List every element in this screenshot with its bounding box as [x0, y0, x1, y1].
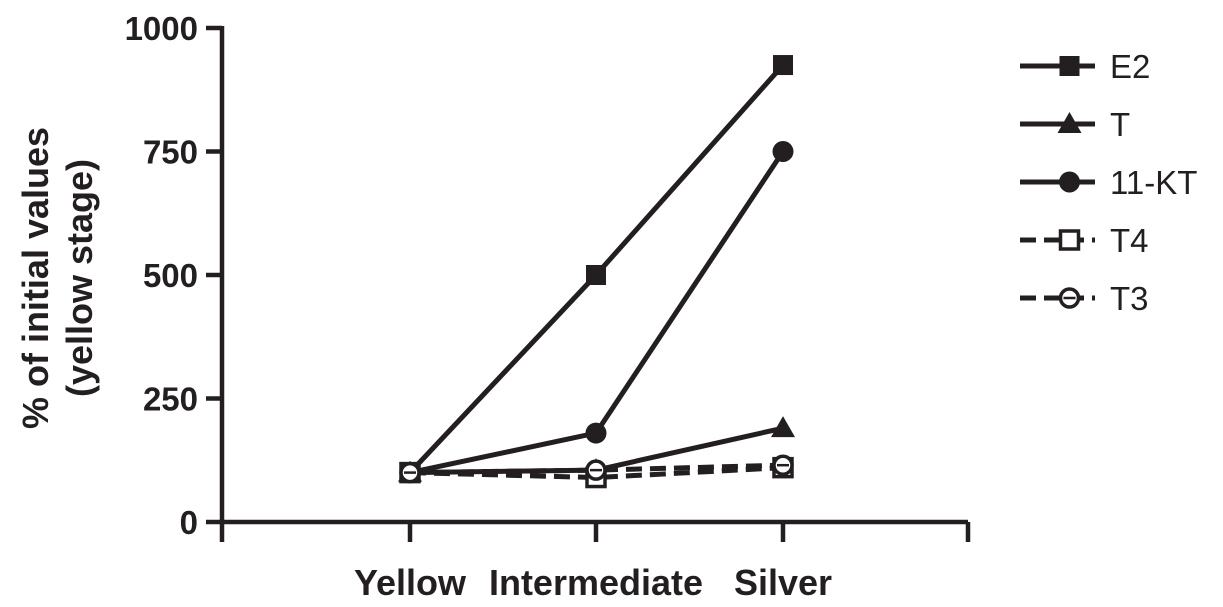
- legend-marker: [1059, 171, 1080, 193]
- legend-item-t4: T4: [1020, 222, 1149, 259]
- y-axis-title: % of initial values(yellow stage): [15, 127, 100, 429]
- legend-item-e2: E2: [1020, 48, 1150, 85]
- series-layer: [398, 55, 795, 489]
- series-markers-11-kt: [399, 141, 794, 484]
- legend: E2 T 11-KT T4 T3: [1020, 48, 1197, 317]
- legend-label: 11-KT: [1110, 164, 1197, 201]
- x-tick-label: Intermediate: [489, 562, 703, 603]
- legend-marker: [1057, 112, 1082, 133]
- legend-marker: [1058, 229, 1081, 251]
- series-t3: [409, 462, 784, 476]
- legend-item-t3: T3: [1020, 280, 1149, 317]
- x-tick-label: Silver: [734, 562, 832, 603]
- y-tick-label: 1000: [125, 10, 198, 47]
- data-point: [585, 459, 607, 481]
- y-tick-label: 250: [143, 381, 198, 418]
- legend-marker: [1058, 287, 1081, 309]
- data-point: [771, 416, 795, 438]
- legend-item-t: T: [1020, 106, 1130, 143]
- axes: 0 250 500 750 1000 Yellow Intermediate Silver % …: [15, 10, 971, 603]
- legend-label: T3: [1110, 280, 1149, 317]
- legend-item-11-kt: 11-KT: [1020, 164, 1197, 201]
- legend-label: T: [1110, 106, 1130, 143]
- y-tick-label: 500: [143, 257, 198, 294]
- x-tick-label: Yellow: [354, 562, 467, 603]
- data-point: [585, 422, 607, 444]
- y-axis-title-line: % of initial values: [15, 127, 56, 429]
- data-point: [399, 461, 421, 484]
- legend-marker: [1059, 56, 1080, 76]
- series-markers-t3: [399, 454, 794, 484]
- y-tick-label: 750: [143, 134, 198, 171]
- series-line: [409, 462, 784, 476]
- legend-label: T4: [1110, 222, 1149, 259]
- data-point: [772, 454, 794, 476]
- y-tick-label: 0: [180, 504, 198, 541]
- data-point: [772, 141, 794, 162]
- data-point: [773, 55, 793, 76]
- legend-label: E2: [1110, 48, 1150, 85]
- data-point: [586, 265, 606, 285]
- y-axis-title-line: (yellow stage): [59, 159, 100, 397]
